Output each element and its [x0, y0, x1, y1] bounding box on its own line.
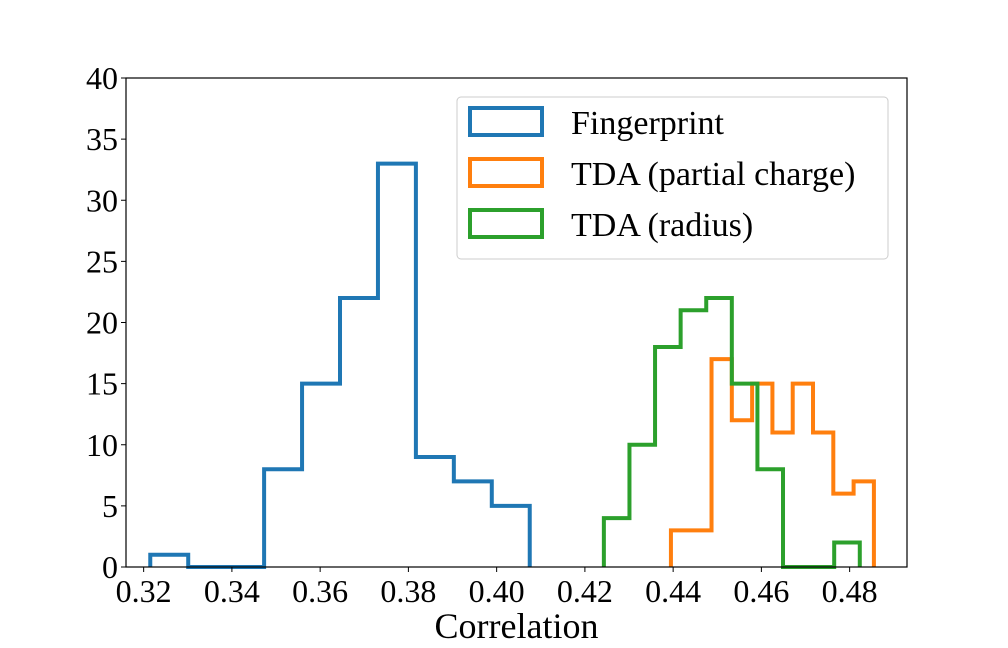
y-tick-label: 30 [86, 182, 118, 218]
x-tick-label: 0.48 [822, 573, 878, 609]
y-tick-label: 35 [86, 121, 118, 157]
x-tick-label: 0.44 [645, 573, 701, 609]
y-tick-label: 20 [86, 305, 118, 341]
legend-label: Fingerprint [571, 105, 725, 142]
x-tick-label: 0.46 [733, 573, 789, 609]
x-tick-label: 0.32 [116, 573, 172, 609]
x-tick-label: 0.34 [204, 573, 260, 609]
legend-swatch [468, 157, 544, 188]
legend-label: TDA (radius) [571, 207, 753, 244]
x-axis: 0.32 0.34 0.36 0.38 0.40 0.42 0.44 0.46 0.48 [116, 567, 878, 609]
y-axis: 0 5 10 15 20 25 30 35 40 [86, 60, 126, 585]
y-tick-label: 5 [102, 488, 118, 524]
legend-box [456, 96, 889, 260]
y-tick-label: 15 [86, 366, 118, 402]
y-tick-label: 40 [86, 60, 118, 96]
x-tick-label: 0.38 [380, 573, 436, 609]
y-tick-label: 0 [102, 549, 118, 585]
x-axis-title: Correlation [435, 606, 599, 646]
legend-label: TDA (partial charge) [571, 156, 855, 193]
legend-swatch [468, 106, 544, 137]
y-tick-label: 10 [86, 427, 118, 463]
legend: Fingerprint TDA (partial charge) TDA (radi… [456, 96, 889, 260]
x-tick-label: 0.36 [292, 573, 348, 609]
x-tick-label: 0.42 [557, 573, 613, 609]
x-tick-label: 0.40 [469, 573, 525, 609]
legend-swatch [468, 208, 544, 239]
histogram-series-1 [668, 357, 876, 567]
y-tick-label: 25 [86, 243, 118, 279]
